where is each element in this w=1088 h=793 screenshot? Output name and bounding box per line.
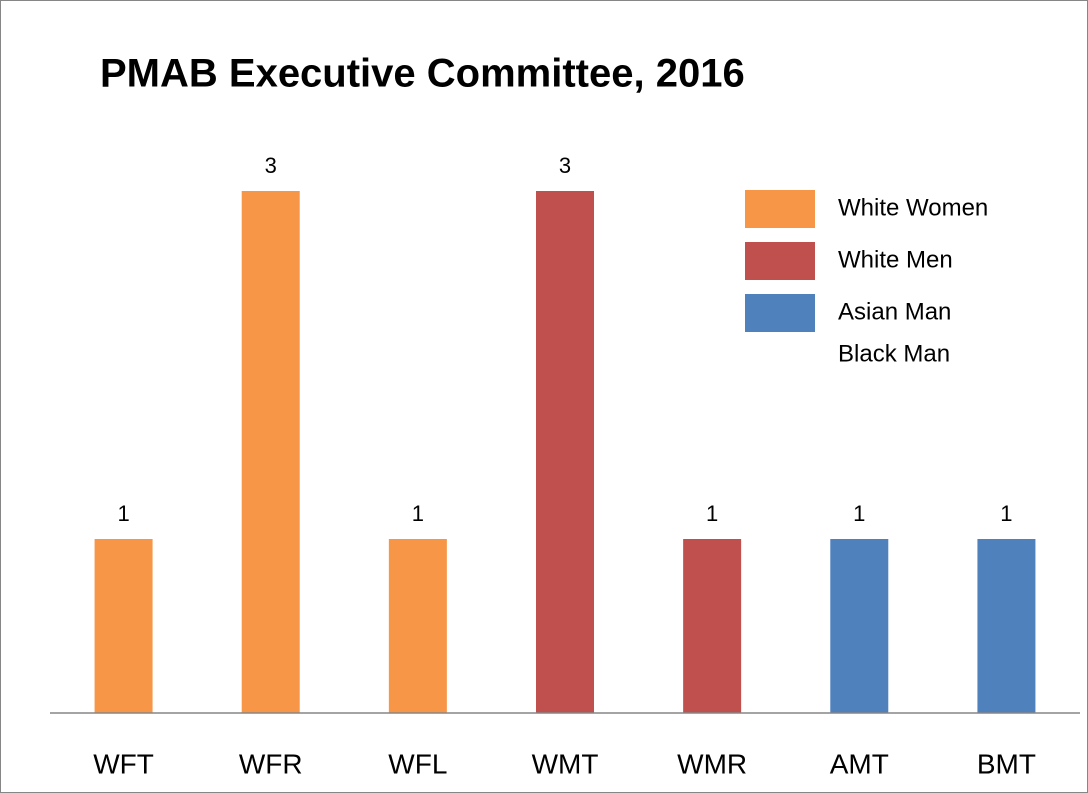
bar [94, 539, 153, 713]
bar [683, 539, 742, 713]
x-tick-label: WFT [93, 748, 154, 779]
data-label: 1 [706, 501, 718, 526]
legend-label: White Men [838, 246, 953, 273]
legend-label: Asian Man [838, 298, 951, 325]
data-label: 1 [1000, 501, 1012, 526]
bar [536, 191, 594, 713]
bar [241, 191, 300, 713]
data-label: 3 [265, 153, 277, 178]
legend-label: Black Man [838, 340, 950, 367]
chart-title: PMAB Executive Committee, 2016 [100, 52, 745, 96]
x-tick-label: WMT [532, 748, 599, 779]
data-label: 1 [412, 501, 424, 526]
x-tick-label: WFR [239, 748, 303, 779]
data-label: 1 [853, 501, 865, 526]
bar [830, 539, 889, 713]
x-tick-label: WFL [388, 748, 447, 779]
bar [388, 539, 447, 713]
x-tick-label: AMT [830, 748, 889, 779]
bar [977, 539, 1036, 713]
legend-swatch [745, 190, 815, 228]
data-label: 3 [559, 153, 571, 178]
x-tick-label: WMR [677, 748, 747, 779]
data-label: 1 [117, 501, 129, 526]
legend-label: White Women [838, 194, 988, 221]
legend-swatch [745, 242, 815, 280]
x-tick-label: BMT [977, 748, 1036, 779]
legend-swatch [745, 294, 815, 332]
